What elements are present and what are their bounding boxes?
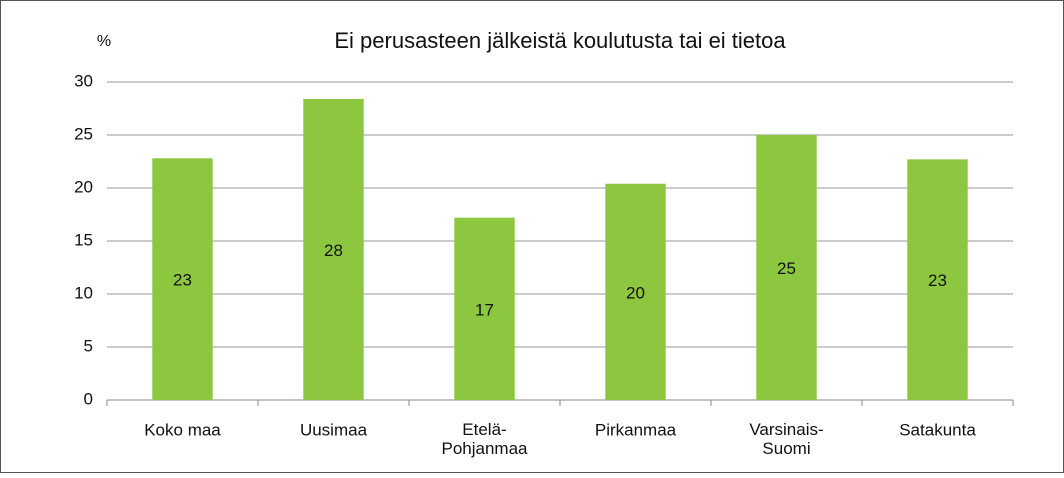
x-tick-label: Varsinais-Suomi (749, 420, 823, 458)
y-tick-label: 25 (74, 124, 93, 143)
bar (756, 135, 817, 400)
y-tick-label: 10 (74, 283, 93, 302)
x-tick-label: Pirkanmaa (595, 420, 677, 439)
x-tick-label: Etelä-Pohjanmaa (441, 420, 528, 458)
data-label: 17 (475, 300, 494, 319)
data-label: 28 (324, 241, 343, 260)
y-tick-label: 20 (74, 177, 93, 196)
data-label: 23 (173, 271, 192, 290)
y-tick-label: 15 (74, 230, 93, 249)
chart-title: Ei perusasteen jälkeistä koulutusta tai … (334, 28, 786, 53)
bar (152, 158, 213, 400)
data-label: 20 (626, 283, 645, 302)
bar (907, 159, 968, 400)
x-tick-label: Satakunta (899, 420, 976, 439)
y-axis-label: % (97, 33, 111, 50)
bar (605, 183, 666, 400)
data-label: 23 (928, 271, 947, 290)
bar (303, 98, 364, 401)
y-tick-label: 0 (84, 389, 93, 408)
y-tick-label: 5 (84, 336, 93, 355)
bar (454, 217, 515, 400)
x-tick-label: Uusimaa (300, 420, 368, 439)
x-tick-label: Koko maa (144, 420, 221, 439)
data-label: 25 (777, 259, 796, 278)
y-tick-label: 30 (74, 71, 93, 90)
